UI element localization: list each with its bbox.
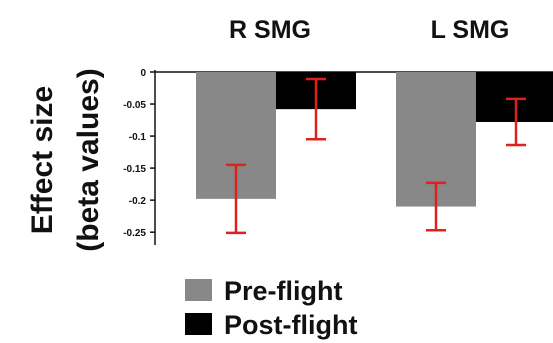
y-tick-label: -0.25 xyxy=(123,228,146,239)
y-tick-label: -0.2 xyxy=(129,196,147,207)
y-tick-label: -0.05 xyxy=(123,100,146,111)
y-axis-label-line2: (beta values) xyxy=(72,68,105,251)
y-axis-label-line1: Effect size xyxy=(26,86,59,234)
legend-label: Pre-flight xyxy=(224,276,343,306)
panel-title: L SMG xyxy=(431,16,510,44)
error-bars xyxy=(226,77,526,235)
y-tick-label: 0 xyxy=(140,68,146,79)
panel-titles: R SMG L SMG xyxy=(229,16,509,44)
panel-title: R SMG xyxy=(229,16,311,44)
legend-label: Post-flight xyxy=(224,310,357,340)
legend: Pre-flight Post-flight xyxy=(185,276,357,340)
bars xyxy=(196,72,553,207)
bar-post-flight xyxy=(476,72,553,122)
legend-swatch-post-flight xyxy=(185,313,212,335)
legend-swatch-pre-flight xyxy=(185,279,212,301)
y-tick-label: -0.15 xyxy=(123,164,146,175)
y-axis-label: Effect size (beta values) xyxy=(26,68,105,251)
y-tick-label: -0.1 xyxy=(129,132,147,143)
